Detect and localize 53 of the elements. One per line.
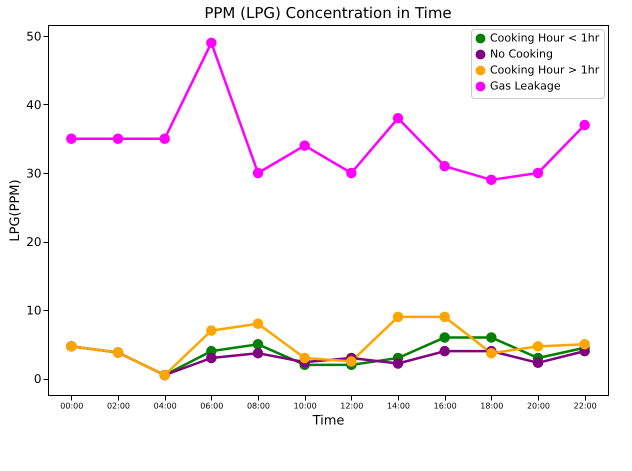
x-tick-label: 02:00 [106,402,130,410]
x-tick-label: 20:00 [526,402,550,410]
point [252,348,264,358]
point [112,134,124,144]
point [579,339,590,350]
point [252,339,264,350]
y-tick-label: 10 [26,304,42,318]
x-tick-label: 00:00 [60,402,84,410]
chart-title: PPM (LPG) Concentration in Time [204,4,452,22]
y-tick-label: 40 [26,98,42,112]
point [66,134,77,144]
point [439,160,450,172]
legend-label: Cooking Hour > 1hr [490,64,600,76]
point [346,356,357,367]
legend-label: Gas Leakage [490,80,561,92]
point [486,332,497,343]
legend-label: No Cooking [490,48,553,60]
point [532,358,544,368]
x-tick-label: 06:00 [200,402,224,410]
point [159,134,170,144]
point [252,168,264,178]
y-axis-title: LPG(PPM) [8,179,24,242]
point [579,120,590,130]
x-tick-label: 10:00 [294,402,317,410]
point [439,312,450,322]
point [439,346,450,356]
point [206,38,217,48]
point [532,168,544,178]
point [486,174,497,186]
point [392,358,404,369]
point [532,341,544,352]
point [206,325,217,336]
x-tick-label: 22:00 [574,402,597,410]
point [299,140,310,151]
point [439,332,450,343]
x-tick-label: 12:00 [340,402,364,410]
x-tick-label: 18:00 [480,402,504,410]
x-tick-label: 16:00 [434,402,457,410]
y-tick-label: 50 [26,29,42,44]
point [299,352,310,364]
x-axis-title: Time [312,414,344,428]
legend-label: Cooking Hour < 1hr [490,32,600,44]
point [346,168,357,178]
point [206,352,217,364]
point [392,112,404,124]
y-tick-label: 30 [26,166,42,180]
x-tick-label: 14:00 [386,402,410,410]
point [252,318,264,329]
y-tick-label: 0 [34,372,42,386]
y-tick-label: 20 [26,235,42,250]
x-tick-label: 04:00 [154,402,177,410]
x-tick-label: 08:00 [246,402,270,410]
point [392,312,404,322]
